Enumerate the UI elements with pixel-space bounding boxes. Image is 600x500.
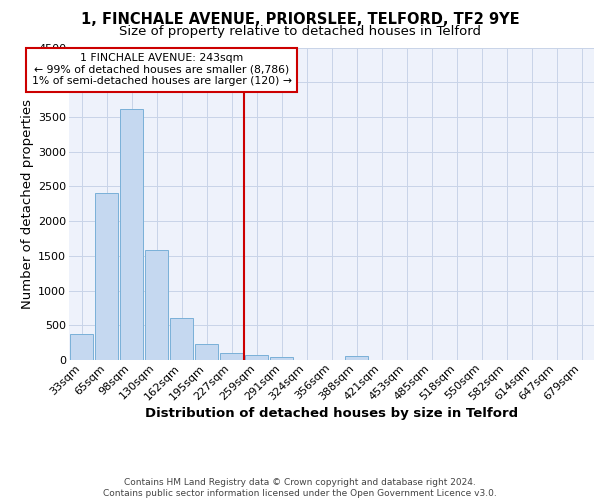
Bar: [345, 356, 368, 360]
Text: Size of property relative to detached houses in Telford: Size of property relative to detached ho…: [119, 25, 481, 38]
Text: 1 FINCHALE AVENUE: 243sqm
← 99% of detached houses are smaller (8,786)
1% of sem: 1 FINCHALE AVENUE: 243sqm ← 99% of detac…: [32, 53, 292, 86]
Bar: [195, 344, 218, 360]
Bar: [220, 352, 243, 360]
Bar: [245, 355, 268, 360]
Bar: [170, 318, 193, 360]
Bar: [120, 108, 143, 360]
Text: 1, FINCHALE AVENUE, PRIORSLEE, TELFORD, TF2 9YE: 1, FINCHALE AVENUE, PRIORSLEE, TELFORD, …: [80, 12, 520, 28]
Y-axis label: Number of detached properties: Number of detached properties: [21, 99, 34, 308]
Bar: [70, 334, 93, 360]
Text: Contains HM Land Registry data © Crown copyright and database right 2024.
Contai: Contains HM Land Registry data © Crown c…: [103, 478, 497, 498]
Bar: [95, 192, 118, 360]
Bar: [145, 250, 168, 360]
Bar: [270, 357, 293, 360]
X-axis label: Distribution of detached houses by size in Telford: Distribution of detached houses by size …: [145, 408, 518, 420]
